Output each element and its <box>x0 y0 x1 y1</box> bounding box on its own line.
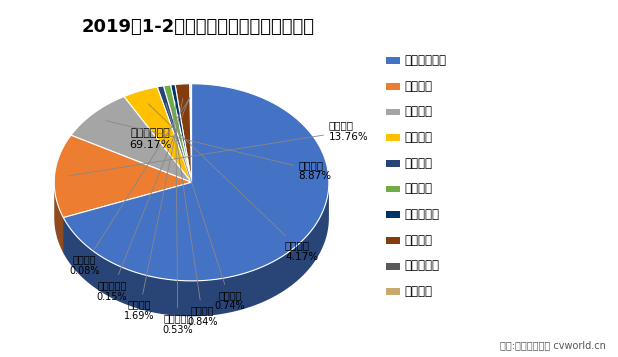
Text: 金杯汽车
13.76%: 金杯汽车 13.76% <box>68 120 369 176</box>
Text: 金杯汽车: 金杯汽车 <box>405 80 433 92</box>
Polygon shape <box>64 182 329 316</box>
Text: 制图:第一商用车网 cvworld.cn: 制图:第一商用车网 cvworld.cn <box>500 340 606 350</box>
Polygon shape <box>124 87 192 182</box>
Text: 北汽制造厂
0.53%: 北汽制造厂 0.53% <box>163 102 193 335</box>
Text: 重庆长安
4.17%: 重庆长安 4.17% <box>148 104 318 262</box>
Polygon shape <box>64 182 192 253</box>
Text: 一汽集团
0.74%: 一汽集团 0.74% <box>166 104 245 311</box>
Polygon shape <box>64 84 329 281</box>
Text: 东风集团
8.87%: 东风集团 8.87% <box>106 121 332 181</box>
Polygon shape <box>163 85 192 182</box>
Text: 重庆长安: 重庆长安 <box>405 131 433 144</box>
Polygon shape <box>190 84 192 182</box>
Polygon shape <box>54 180 64 253</box>
Text: 新龙马汽车: 新龙马汽车 <box>405 260 440 272</box>
Text: 上汽通用五菱: 上汽通用五菱 <box>405 54 447 67</box>
Polygon shape <box>171 85 192 182</box>
Polygon shape <box>64 182 192 253</box>
Polygon shape <box>191 84 192 182</box>
Text: 奇瑞汽车
1.69%: 奇瑞汽车 1.69% <box>124 99 183 321</box>
Text: 成功汽车: 成功汽车 <box>405 285 433 298</box>
Polygon shape <box>71 96 192 182</box>
Text: 上汽通用五菱
69.17%: 上汽通用五菱 69.17% <box>129 128 172 150</box>
Polygon shape <box>157 86 192 182</box>
Text: 新龙马汽车
0.15%: 新龙马汽车 0.15% <box>96 98 189 302</box>
Polygon shape <box>175 84 192 182</box>
Text: 东风集团: 东风集团 <box>405 105 433 118</box>
Polygon shape <box>54 135 192 218</box>
Text: 福田汽车: 福田汽车 <box>405 182 433 195</box>
Text: 一汽集团: 一汽集团 <box>405 157 433 170</box>
Text: 福田汽车
0.84%: 福田汽车 0.84% <box>171 103 218 327</box>
Text: 成功汽车
0.08%: 成功汽车 0.08% <box>69 98 190 276</box>
Text: 北汽制造厂: 北汽制造厂 <box>405 208 440 221</box>
Text: 奇瑞汽车: 奇瑞汽车 <box>405 234 433 247</box>
Text: 2019年1-2月微型客车市场前十企业份额: 2019年1-2月微型客车市场前十企业份额 <box>81 18 315 36</box>
